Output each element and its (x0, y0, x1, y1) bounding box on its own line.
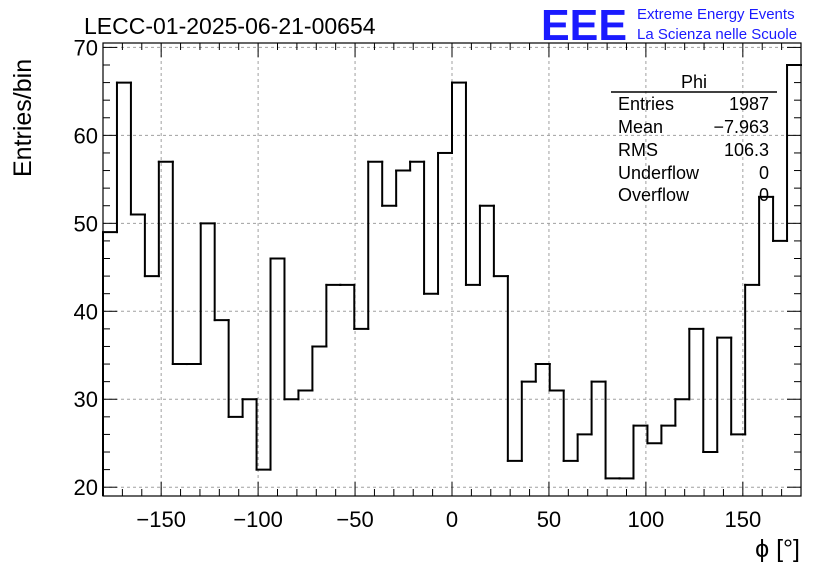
x-tick-label: −100 (233, 507, 283, 532)
y-tick-label: 60 (74, 123, 98, 148)
logo-line-1: Extreme Energy Events (637, 6, 795, 23)
tick-labels: −150 −100 −50 0 50 100 150 20 30 40 50 60 70 (74, 35, 762, 532)
x-tick-label: 50 (537, 507, 561, 532)
stats-rms-label: RMS (618, 140, 658, 160)
stats-entries-label: Entries (618, 94, 674, 114)
axis-ticks (102, 43, 802, 496)
y-tick-label: 30 (74, 387, 98, 412)
stats-underflow-value: 0 (759, 163, 769, 183)
x-tick-label: −150 (136, 507, 186, 532)
plot-frame (102, 42, 802, 497)
x-tick-label: 150 (724, 507, 761, 532)
x-tick-label: 100 (628, 507, 665, 532)
stats-rms-value: 106.3 (724, 140, 769, 160)
chart-title: LECC-01-2025-06-21-00654 (84, 13, 376, 39)
stats-title: Phi (681, 72, 707, 92)
stats-overflow-value: 0 (759, 185, 769, 205)
y-tick-label: 20 (74, 475, 98, 500)
stats-mean-value: −7.963 (713, 117, 769, 137)
x-axis-label: ϕ [°] (755, 535, 800, 563)
x-tick-label: −50 (336, 507, 373, 532)
y-axis-label: Entries/bin (9, 59, 37, 177)
logo-line-2: La Scienza nelle Scuole (637, 26, 797, 43)
y-tick-label: 50 (74, 211, 98, 236)
eee-logo-text: EEE (541, 1, 627, 50)
eee-logo: EEE Extreme Energy Events La Scienza nel… (541, 1, 797, 50)
stats-entries-value: 1987 (729, 94, 769, 114)
y-tick-label: 40 (74, 299, 98, 324)
y-tick-label: 70 (74, 35, 98, 60)
x-tick-label: 0 (446, 507, 458, 532)
stats-box: Phi Entries 1987 Mean −7.963 RMS 106.3 U… (611, 72, 777, 205)
stats-mean-label: Mean (618, 117, 663, 137)
stats-underflow-label: Underflow (618, 163, 700, 183)
stats-overflow-label: Overflow (618, 185, 690, 205)
